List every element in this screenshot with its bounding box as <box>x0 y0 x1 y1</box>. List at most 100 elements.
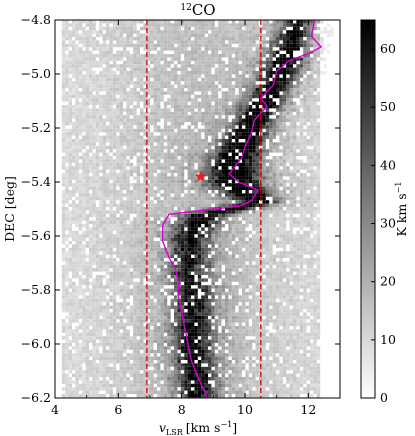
heatmap-cell <box>95 118 100 122</box>
heatmap-cell <box>242 20 246 24</box>
heatmap-cell <box>262 193 266 197</box>
heatmap-cell <box>293 105 297 109</box>
heatmap-cell <box>197 128 202 133</box>
heatmap-cell <box>150 139 154 143</box>
heatmap-cell <box>140 159 144 163</box>
heatmap-cell <box>231 84 236 88</box>
heatmap-cell <box>303 183 307 187</box>
heatmap-cell <box>116 91 120 95</box>
heatmap-cell <box>262 149 266 153</box>
heatmap-cell <box>208 234 212 238</box>
heatmap-cell <box>248 258 253 262</box>
heatmap-cell <box>167 162 171 167</box>
heatmap-cell <box>286 30 290 34</box>
heatmap-cell <box>180 98 185 102</box>
heatmap-cell <box>306 149 310 153</box>
heatmap-cell <box>299 20 304 24</box>
heatmap-cell <box>160 156 164 160</box>
heatmap-cell <box>129 40 134 44</box>
heatmap-cell <box>293 159 297 163</box>
heatmap-cell <box>310 237 314 241</box>
heatmap-cell <box>282 125 287 129</box>
heatmap-cell <box>140 74 144 78</box>
heatmap-cell <box>99 20 103 24</box>
heatmap-cell <box>197 186 202 190</box>
heatmap-cell <box>286 169 290 173</box>
heatmap-cell <box>68 91 72 95</box>
heatmap-cell <box>184 213 188 218</box>
heatmap-cell <box>313 169 317 173</box>
heatmap-cell <box>276 105 280 109</box>
heatmap-cell <box>119 186 123 190</box>
heatmap-cell <box>75 20 79 24</box>
heatmap-cell <box>140 220 144 224</box>
heatmap-cell <box>75 224 79 228</box>
heatmap-cell <box>303 142 307 146</box>
heatmap-cell <box>140 258 144 262</box>
heatmap-cell <box>211 77 215 82</box>
heatmap-cell <box>187 234 191 238</box>
heatmap-cell <box>211 196 215 201</box>
heatmap-cell <box>157 111 161 116</box>
heatmap-cell <box>248 33 253 37</box>
heatmap-cell <box>119 196 123 201</box>
heatmap-cell <box>197 244 202 248</box>
heatmap-cell <box>157 105 161 109</box>
heatmap-cell <box>225 105 229 109</box>
heatmap-cell <box>119 50 123 54</box>
heatmap-cell <box>245 234 249 238</box>
heatmap-cell <box>184 115 188 119</box>
heatmap-cell <box>208 162 212 167</box>
heatmap-cell <box>235 190 239 194</box>
heatmap-cell <box>177 84 181 88</box>
heatmap-cell <box>126 234 130 238</box>
heatmap-cell <box>252 179 256 184</box>
heatmap-cell <box>119 159 123 163</box>
heatmap-cell <box>61 139 66 143</box>
heatmap-cell <box>153 108 157 112</box>
heatmap-cell <box>316 179 321 184</box>
heatmap-cell <box>119 105 123 109</box>
heatmap-cell <box>143 166 147 170</box>
heatmap-cell <box>184 47 188 51</box>
heatmap-cell <box>218 183 222 187</box>
heatmap-cell <box>133 74 137 78</box>
heatmap-cell <box>265 94 270 99</box>
heatmap-cell <box>197 71 202 75</box>
heatmap-cell <box>85 33 89 37</box>
heatmap-cell <box>85 254 89 258</box>
heatmap-cell <box>293 67 297 71</box>
heatmap-cell <box>269 98 273 102</box>
heatmap-cell <box>306 237 310 241</box>
heatmap-cell <box>310 149 314 153</box>
heatmap-cell <box>92 169 96 173</box>
heatmap-cell <box>140 118 144 122</box>
heatmap-cell <box>296 268 300 272</box>
heatmap-cell <box>153 125 157 129</box>
heatmap-cell <box>221 149 225 153</box>
heatmap-cell <box>262 156 266 160</box>
heatmap-cell <box>279 125 283 129</box>
heatmap-cell <box>75 94 79 99</box>
heatmap-cell <box>78 217 83 221</box>
heatmap-cell <box>197 101 202 105</box>
heatmap-cell <box>167 60 171 65</box>
heatmap-cell <box>282 115 287 119</box>
heatmap-cell <box>272 200 276 204</box>
heatmap-cell <box>187 88 191 92</box>
heatmap-cell <box>269 60 273 65</box>
heatmap-cell <box>167 91 171 95</box>
heatmap-cell <box>61 176 66 180</box>
heatmap-cell <box>123 193 127 197</box>
heatmap-cell <box>65 169 69 173</box>
heatmap-cell <box>153 67 157 71</box>
heatmap-cell <box>259 258 263 262</box>
heatmap-cell <box>112 125 117 129</box>
heatmap-cell <box>146 139 151 143</box>
heatmap-cell <box>187 186 191 190</box>
heatmap-cell <box>286 264 290 269</box>
heatmap-cell <box>106 54 110 58</box>
heatmap-cell <box>119 213 123 218</box>
heatmap-cell <box>75 162 79 167</box>
heatmap-cell <box>95 234 100 238</box>
